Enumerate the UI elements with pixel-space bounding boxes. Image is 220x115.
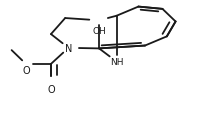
Text: NH: NH: [110, 58, 123, 66]
Text: OH: OH: [92, 27, 106, 36]
Text: N: N: [65, 43, 72, 53]
Text: O: O: [22, 66, 30, 76]
Text: O: O: [47, 84, 55, 94]
